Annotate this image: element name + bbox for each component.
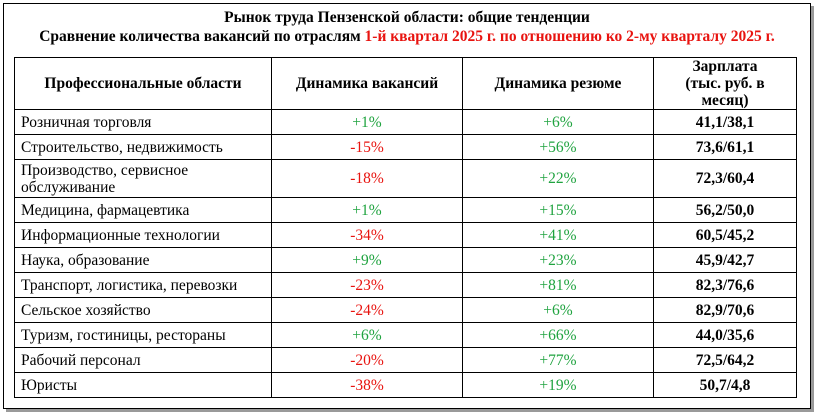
header-resumes: Динамика резюме — [462, 57, 654, 110]
cell-resumes: +6% — [462, 297, 654, 323]
cell-category: Производство, сервисное обслуживание — [14, 159, 272, 198]
cell-vacancies: -23% — [271, 272, 463, 298]
cell-category: Медицина, фармацевтика — [14, 197, 272, 223]
cell-category: Транспорт, логистика, перевозки — [14, 272, 272, 298]
cell-resumes: +56% — [462, 134, 654, 160]
header-salary: Зарплата (тыс. руб. в месяц) — [653, 57, 797, 110]
cell-resumes: +6% — [462, 109, 654, 135]
cell-salary: 50,7/4,8 — [653, 372, 797, 398]
cell-vacancies: -34% — [271, 222, 463, 248]
cell-resumes: +77% — [462, 347, 654, 373]
cell-category: Юристы — [14, 372, 272, 398]
cell-vacancies: +9% — [271, 247, 463, 273]
cell-salary: 72,3/60,4 — [653, 159, 797, 198]
table-row: Строительство, недвижимость -15% +56% 73,6/… — [14, 134, 797, 160]
cell-salary: 82,9/70,6 — [653, 297, 797, 323]
table-row: Информационные технологии -34% +41% 60,5/45… — [14, 222, 797, 248]
cell-category: Наука, образование — [14, 247, 272, 273]
cell-category: Розничная торговля — [14, 109, 272, 135]
table-body: Розничная торговля +1% +6% 41,1/38,1 Строите… — [14, 109, 797, 398]
page-title: Рынок труда Пензенской области: общие те… — [224, 9, 590, 26]
table-row: Транспорт, логистика, перевозки -23% +81% 8… — [14, 272, 797, 298]
cell-salary: 82,3/76,6 — [653, 272, 797, 298]
cell-resumes: +66% — [462, 322, 654, 348]
cell-category: Туризм, гостиницы, рестораны — [14, 322, 272, 348]
header-category: Профессиональные области — [14, 57, 272, 110]
header-vacancies: Динамика вакансий — [271, 57, 463, 110]
cell-resumes: +41% — [462, 222, 654, 248]
table-row: Розничная торговля +1% +6% 41,1/38,1 — [14, 109, 797, 135]
cell-category: Рабочий персонал — [14, 347, 272, 373]
header-salary-line2: (тыс. руб. в месяц) — [685, 75, 765, 109]
table-row: Медицина, фармацевтика +1% +15% 56,2/50,0 — [14, 197, 797, 223]
cell-vacancies: -24% — [271, 297, 463, 323]
subtitle-period: 1-й квартал 2025 г. по отношению ко 2-му… — [364, 28, 775, 45]
cell-vacancies: -20% — [271, 347, 463, 373]
title-block: Рынок труда Пензенской области: общие те… — [4, 8, 810, 46]
cell-category: Сельское хозяйство — [14, 297, 272, 323]
table-row: Рабочий персонал -20% +77% 72,5/64,2 — [14, 347, 797, 373]
cell-salary: 45,9/42,7 — [653, 247, 797, 273]
table-header-row: Профессиональные области Динамика ваканс… — [14, 57, 797, 110]
table-row: Производство, сервисное обслуживание -18%… — [14, 159, 797, 198]
cell-category: Информационные технологии — [14, 222, 272, 248]
cell-vacancies: +6% — [271, 322, 463, 348]
table-row: Туризм, гостиницы, рестораны +6% +66% 44,0/… — [14, 322, 797, 348]
cell-vacancies: -38% — [271, 372, 463, 398]
header-salary-line1: Зарплата — [692, 58, 758, 75]
table-row: Юристы -38% +19% 50,7/4,8 — [14, 372, 797, 398]
page-subtitle: Сравнение количества вакансий по отрасля… — [4, 27, 810, 46]
cell-resumes: +23% — [462, 247, 654, 273]
cell-salary: 56,2/50,0 — [653, 197, 797, 223]
cell-salary: 60,5/45,2 — [653, 222, 797, 248]
table-row: Сельское хозяйство -24% +6% 82,9/70,6 — [14, 297, 797, 323]
cell-salary: 44,0/35,6 — [653, 322, 797, 348]
cell-vacancies: -15% — [271, 134, 463, 160]
cell-salary: 41,1/38,1 — [653, 109, 797, 135]
labor-market-table: Профессиональные области Динамика ваканс… — [14, 57, 797, 398]
cell-resumes: +22% — [462, 159, 654, 198]
cell-salary: 72,5/64,2 — [653, 347, 797, 373]
cell-category: Строительство, недвижимость — [14, 134, 272, 160]
cell-vacancies: +1% — [271, 197, 463, 223]
cell-resumes: +15% — [462, 197, 654, 223]
subtitle-prefix: Сравнение количества вакансий по отрасля… — [39, 28, 365, 45]
cell-resumes: +81% — [462, 272, 654, 298]
cell-vacancies: +1% — [271, 109, 463, 135]
cell-resumes: +19% — [462, 372, 654, 398]
table-row: Наука, образование +9% +23% 45,9/42,7 — [14, 247, 797, 273]
cell-vacancies: -18% — [271, 159, 463, 198]
cell-salary: 73,6/61,1 — [653, 134, 797, 160]
